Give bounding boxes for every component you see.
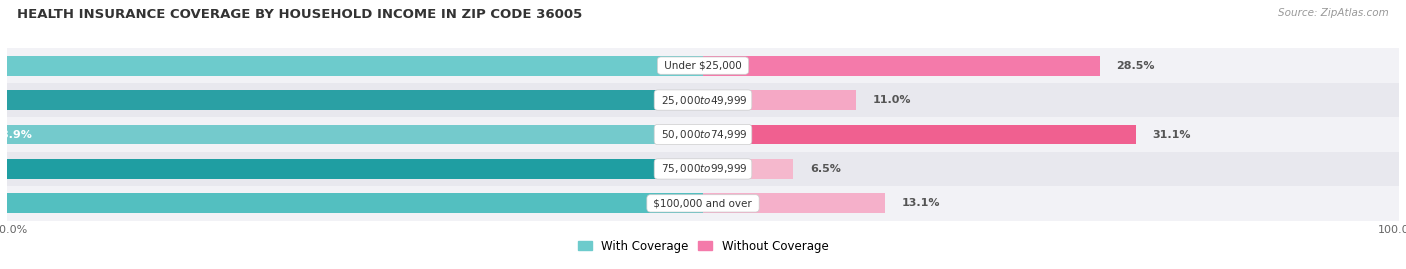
- FancyBboxPatch shape: [7, 186, 1399, 221]
- Bar: [703, 125, 1136, 144]
- Bar: [0, 159, 703, 179]
- Text: 6.5%: 6.5%: [810, 164, 841, 174]
- Bar: [703, 159, 793, 179]
- Bar: [703, 193, 886, 213]
- Text: Under $25,000: Under $25,000: [661, 61, 745, 71]
- Legend: With Coverage, Without Coverage: With Coverage, Without Coverage: [578, 240, 828, 253]
- FancyBboxPatch shape: [7, 83, 1399, 117]
- FancyBboxPatch shape: [7, 152, 1399, 186]
- Text: 28.5%: 28.5%: [1116, 61, 1154, 71]
- Bar: [0, 56, 703, 76]
- Text: $50,000 to $74,999: $50,000 to $74,999: [658, 128, 748, 141]
- FancyBboxPatch shape: [7, 117, 1399, 152]
- Text: 13.1%: 13.1%: [903, 198, 941, 208]
- Text: $25,000 to $49,999: $25,000 to $49,999: [658, 94, 748, 107]
- Text: 71.5%: 71.5%: [0, 61, 6, 71]
- FancyBboxPatch shape: [7, 48, 1399, 83]
- Text: HEALTH INSURANCE COVERAGE BY HOUSEHOLD INCOME IN ZIP CODE 36005: HEALTH INSURANCE COVERAGE BY HOUSEHOLD I…: [17, 8, 582, 21]
- Text: 31.1%: 31.1%: [1153, 129, 1191, 140]
- Text: 68.9%: 68.9%: [0, 129, 32, 140]
- Bar: [0, 193, 703, 213]
- Bar: [703, 90, 856, 110]
- Text: 11.0%: 11.0%: [873, 95, 911, 105]
- Bar: [0, 90, 703, 110]
- Text: $75,000 to $99,999: $75,000 to $99,999: [658, 162, 748, 175]
- Bar: [0, 125, 703, 144]
- Text: Source: ZipAtlas.com: Source: ZipAtlas.com: [1278, 8, 1389, 18]
- Text: $100,000 and over: $100,000 and over: [651, 198, 755, 208]
- Bar: [703, 56, 1099, 76]
